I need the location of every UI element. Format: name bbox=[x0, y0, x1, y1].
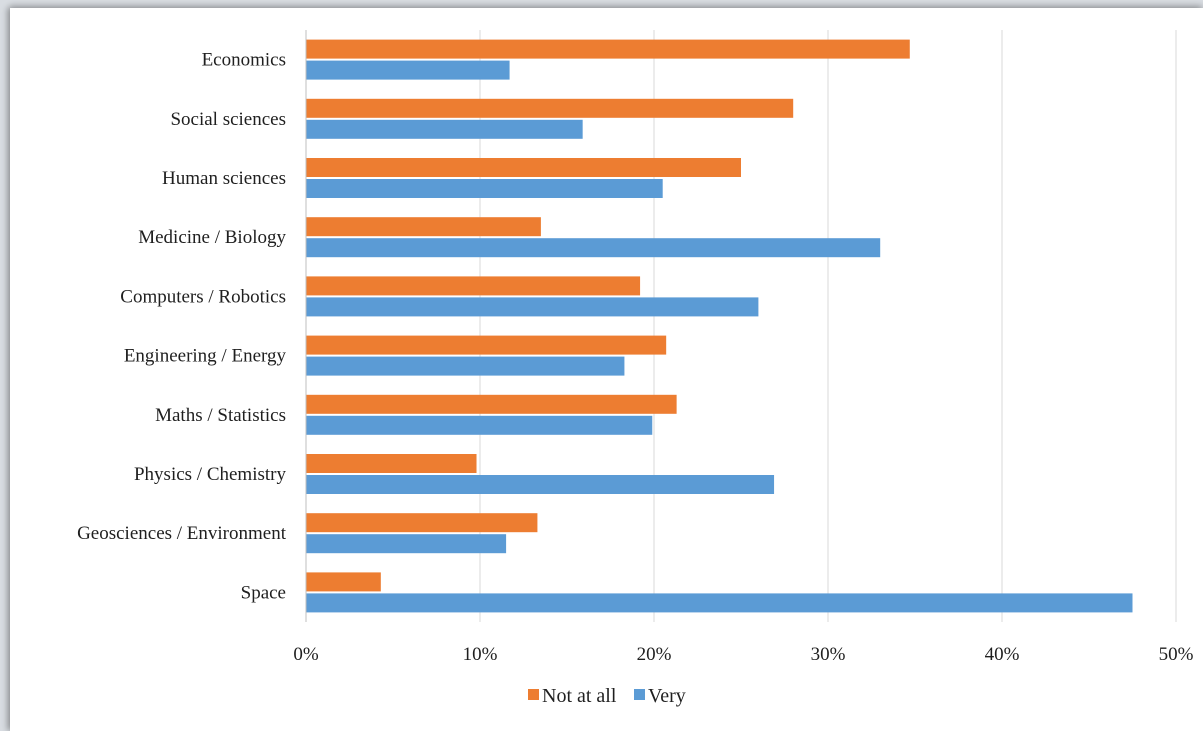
bar-very bbox=[306, 238, 881, 258]
x-tick-label: 30% bbox=[811, 644, 846, 665]
category-label: Engineering / Energy bbox=[124, 346, 287, 367]
bar-not-at-all bbox=[306, 276, 641, 296]
bar-not-at-all bbox=[306, 158, 741, 177]
legend-swatch bbox=[528, 689, 539, 700]
bar-not-at-all bbox=[306, 454, 477, 473]
bar-very bbox=[306, 356, 625, 376]
legend-swatch bbox=[634, 689, 645, 700]
x-tick-label: 0% bbox=[293, 644, 319, 665]
bars bbox=[306, 39, 1133, 613]
bar-not-at-all bbox=[306, 394, 677, 414]
category-label: Space bbox=[241, 582, 286, 603]
bar-not-at-all bbox=[306, 39, 910, 59]
bar-not-at-all bbox=[306, 98, 794, 118]
category-label: Social sciences bbox=[170, 109, 286, 130]
bar-chart: 0% 10% 20% 30% 40% 50% Economics Social science… bbox=[77, 30, 1194, 707]
bar-very bbox=[306, 60, 510, 80]
category-label: Geosciences / Environment bbox=[77, 523, 287, 544]
x-tick-label: 20% bbox=[637, 644, 672, 665]
x-tick-label: 40% bbox=[985, 644, 1020, 665]
bar-very bbox=[306, 415, 653, 435]
legend-label: Not at all bbox=[542, 685, 617, 707]
bar-very bbox=[306, 593, 1133, 613]
legend: Not at all Very bbox=[528, 685, 686, 707]
bar-not-at-all bbox=[306, 513, 538, 533]
x-tick-label: 50% bbox=[1159, 644, 1194, 665]
gridlines bbox=[479, 30, 1177, 622]
bar-very bbox=[306, 534, 507, 554]
category-label: Computers / Robotics bbox=[120, 286, 286, 307]
axes: 0% 10% 20% 30% 40% 50% Economics Social science… bbox=[77, 30, 1194, 665]
category-label: Human sciences bbox=[162, 168, 286, 189]
bar-very bbox=[306, 475, 775, 494]
bar-not-at-all bbox=[306, 572, 381, 592]
category-label: Economics bbox=[202, 50, 286, 71]
bar-very bbox=[306, 297, 759, 317]
category-label: Medicine / Biology bbox=[138, 227, 286, 248]
category-label: Maths / Statistics bbox=[155, 405, 286, 426]
chart-frame: 0% 10% 20% 30% 40% 50% Economics Social science… bbox=[10, 8, 1203, 731]
bar-not-at-all bbox=[306, 217, 541, 237]
bar-very bbox=[306, 119, 583, 139]
bar-not-at-all bbox=[306, 335, 667, 355]
category-label: Physics / Chemistry bbox=[134, 464, 287, 485]
bar-very bbox=[306, 179, 663, 198]
legend-label: Very bbox=[648, 685, 686, 707]
x-tick-label: 10% bbox=[463, 644, 498, 665]
